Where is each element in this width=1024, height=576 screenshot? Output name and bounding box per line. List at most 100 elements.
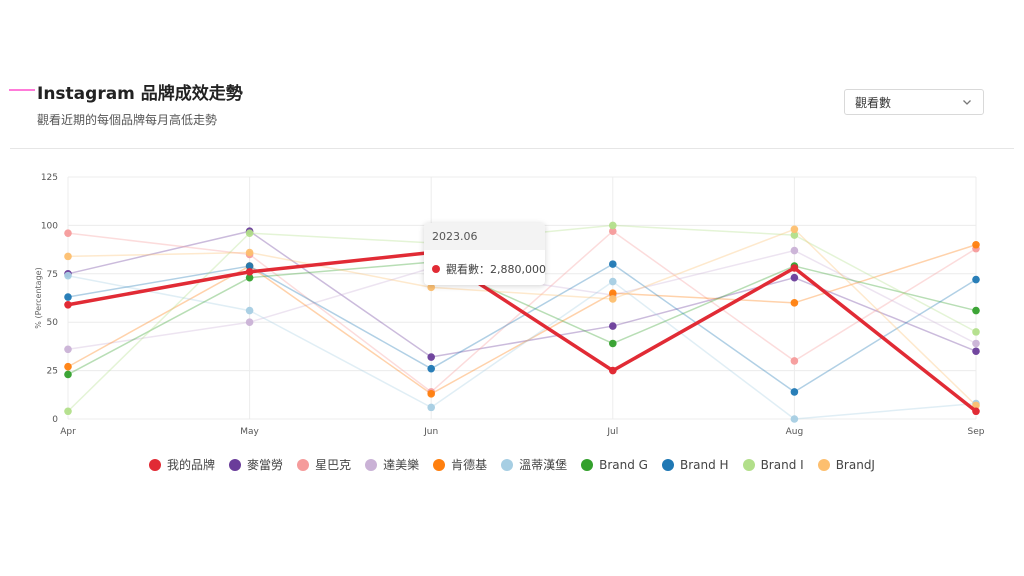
data-point (972, 328, 980, 336)
legend-label: Brand G (599, 457, 648, 472)
data-point (64, 362, 72, 371)
data-point (790, 225, 799, 234)
legend-item[interactable]: 麥當勞 (229, 456, 283, 473)
y-tick-label: 25 (47, 367, 58, 377)
legend-label: 達美樂 (383, 458, 420, 472)
legend-label: 麥當勞 (247, 458, 284, 472)
chart-tooltip: 2023.06 觀看數：2,880,000 (424, 223, 546, 285)
chart-legend: 我的品牌 麥當勞 星巴克 達美樂 肯德基 溫蒂漢堡 Brand G Brand H Brand … (0, 456, 1024, 473)
legend-label: 肯德基 (451, 458, 488, 472)
tooltip-row: 觀看數：2,880,000 (432, 261, 546, 277)
legend-dot (297, 458, 310, 471)
legend-label: BrandJ (835, 457, 875, 472)
data-point (790, 264, 799, 272)
data-point (609, 227, 617, 236)
tooltip-date: 2023.06 (424, 223, 545, 250)
data-point (972, 339, 980, 348)
legend-item[interactable]: Brand H (661, 457, 729, 472)
data-point (972, 401, 980, 410)
legend-item[interactable]: 肯德基 (433, 456, 487, 473)
legend-dot (581, 458, 594, 471)
legend-dot (501, 458, 514, 471)
data-point (790, 415, 799, 423)
data-point (64, 293, 72, 301)
data-point (972, 306, 980, 315)
x-tick-label: Jun (423, 427, 438, 437)
series-line (67, 228, 977, 406)
data-point (790, 299, 799, 307)
data-point (609, 339, 617, 348)
data-point (427, 390, 436, 398)
data-point (609, 277, 617, 286)
data-point (64, 271, 72, 280)
legend-dot (229, 458, 242, 471)
legend-item[interactable]: 我的品牌 (149, 456, 215, 473)
tooltip-series-dot (432, 265, 440, 273)
page-subtitle: 觀看近期的每個品牌每月高低走勢 (37, 113, 218, 127)
metric-select[interactable]: 觀看數 (844, 89, 984, 115)
data-point (790, 273, 799, 282)
data-point (64, 345, 72, 354)
data-point (790, 388, 799, 396)
y-tick-label: 125 (41, 173, 58, 183)
data-point (972, 240, 980, 249)
tooltip-value: 觀看數：2,880,000 (446, 263, 546, 276)
data-point (245, 273, 254, 282)
legend-item[interactable]: Brand G (581, 458, 648, 472)
legend-dot (661, 458, 674, 471)
data-point (972, 347, 980, 356)
data-point (64, 370, 72, 379)
legend-label: 我的品牌 (167, 458, 216, 472)
line-chart: 0 25 50 75 100 125 Apr May Jun Jul Aug Sep % (Percen… (34, 173, 985, 437)
data-point (64, 407, 72, 416)
legend-dot (817, 458, 830, 471)
data-point (609, 295, 617, 303)
page-title: Instagram 品牌成效走勢 (37, 84, 243, 104)
x-tick-label: Sep (968, 427, 985, 437)
legend-item[interactable]: 達美樂 (365, 456, 419, 473)
metric-select-value: 觀看數 (855, 95, 892, 110)
y-axis-title: % (Percentage) (34, 267, 43, 328)
data-point (972, 407, 980, 416)
y-tick-label: 75 (47, 270, 58, 280)
legend-dot (149, 458, 162, 471)
legend-label: Brand I (760, 457, 804, 472)
series-line (67, 250, 978, 413)
data-point (64, 229, 72, 237)
legend-item[interactable]: 星巴克 (297, 456, 351, 473)
y-tick-label: 0 (52, 415, 58, 425)
data-point (427, 283, 436, 292)
legend-label: 溫蒂漢堡 (519, 458, 568, 472)
data-point (427, 403, 436, 412)
data-point (609, 221, 617, 230)
x-tick-label: Aug (786, 427, 804, 437)
legend-label: 星巴克 (315, 458, 352, 472)
chevron-down-icon (963, 100, 971, 105)
data-point (427, 353, 436, 361)
legend-dot (742, 458, 755, 471)
x-tick-label: Apr (60, 427, 76, 437)
x-tick-label: May (240, 427, 259, 437)
series-line (67, 261, 977, 376)
data-point (245, 318, 254, 326)
data-point (790, 231, 799, 239)
data-point (972, 275, 980, 284)
data-point (609, 366, 617, 375)
legend-dot (365, 458, 378, 471)
legend-item[interactable]: 溫蒂漢堡 (501, 456, 567, 473)
data-point (245, 248, 254, 257)
series-line (67, 263, 977, 393)
title-accent-line (9, 89, 35, 91)
data-point (427, 364, 436, 373)
data-point (609, 289, 617, 297)
data-point (790, 246, 799, 255)
data-point (245, 262, 254, 270)
data-point (245, 268, 254, 276)
y-tick-label: 50 (47, 318, 59, 328)
x-tick-label: Jul (606, 427, 618, 437)
legend-label: Brand H (679, 457, 729, 472)
series-line (67, 274, 977, 420)
legend-dot (433, 458, 446, 471)
legend-item[interactable]: Brand I (742, 457, 804, 472)
legend-item[interactable]: BrandJ (817, 457, 875, 472)
